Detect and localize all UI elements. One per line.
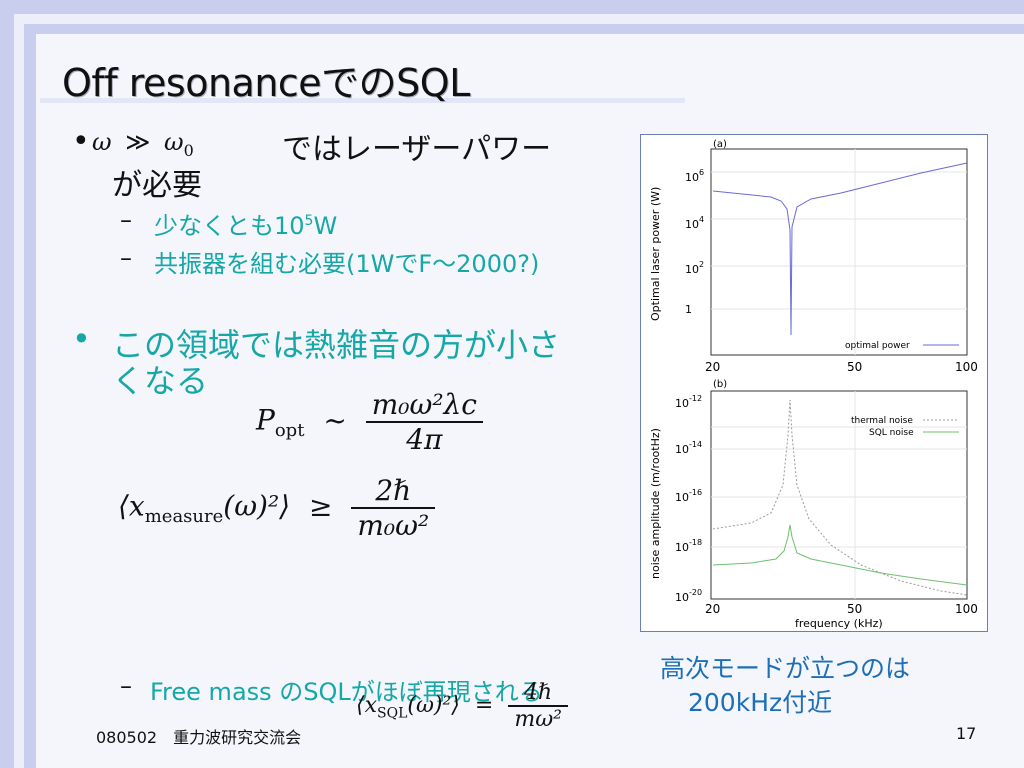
formula1-lhs: P [256,403,275,437]
panel-b-xlabel: frequency (kHz) [795,617,883,630]
panel-b-axes [710,390,968,600]
panel-a-ytick-0: 106 [685,168,704,184]
panel-a-axes [710,148,968,356]
optimal-power-line [712,162,968,336]
math-omega0-sub: 0 [183,140,194,160]
formula3-fraction: 4ℏ mω² [508,680,568,732]
formula2-fraction: 2ℏ m₀ω² [351,474,436,542]
panel-a-xtick-0: 20 [705,360,720,374]
formula1-fraction: m₀ω²λc 4π [365,388,483,456]
sub-bullet-1-sup: 5 [304,213,314,229]
formula1-denominator: 4π [406,423,443,456]
panel-b-ytick-2: 10-16 [675,488,702,504]
formula1-lhs-sub: opt [274,420,305,442]
thermal-noise-line [712,399,968,596]
bullet-marker: • [72,124,90,159]
panel-a-label: (a) [713,139,727,150]
slide-frame-inner-left [14,14,24,768]
formula3-lhs: ⟨x [356,693,377,718]
sub-bullet-free-mass-text: Free mass のSQLがほぼ再現される [150,678,543,706]
sub-bullet-free-mass: – Free mass のSQLがほぼ再現される [120,672,543,707]
bullet-marker: • [72,320,91,358]
panel-a-xtick-1: 50 [847,360,862,374]
sub-dash: – [120,244,132,272]
slide-title: Off resonanceでのSQL [62,61,470,105]
bullet2-text-line1: この領域では熱雑音の方が小さ [112,326,561,364]
title-underline [40,98,685,103]
panel-b-label: (b) [713,379,727,390]
note-text: 高次モードが立つのは 200kHz付近 [660,652,910,720]
formula-p-opt: Popt ~ m₀ω²λc 4π [256,388,483,456]
panel-b-xtick-1: 50 [847,602,862,616]
footer-left: 080502 重力波研究交流会 [96,728,302,747]
math-omega0: ω [163,128,184,156]
panel-b-xtick-2: 100 [955,602,978,616]
formula3-numerator: 4ℏ [508,680,568,707]
panel-a-ytick-1: 104 [685,215,704,231]
bullet1-math: ω ≫ ω0 [92,128,194,160]
sub-dash: – [120,206,132,234]
sub-bullet-1: – 少なくとも105W [120,206,338,241]
panel-b-ylabel: noise amplitude (m/rootHz) [649,428,662,579]
bullet1-text-line1: ではレーザーパワー [282,132,552,167]
formula3-lhs-sub: SQL [377,705,408,722]
figure-svg: (a) 106 104 102 1 20 50 100 Optimal lase… [649,139,978,630]
formula2-numerator: 2ℏ [351,474,436,509]
formula3-lhs-tail: (ω)²⟩ [407,693,460,718]
sql-noise-line [712,524,968,586]
sub-bullet-1-text: 少なくとも10 [154,212,305,240]
formula2-lhs-tail: (ω)²⟩ [223,489,291,523]
panel-b-ytick-1: 10-14 [675,440,702,456]
formula-x-sql: ⟨xSQL(ω)²⟩ = 4ℏ mω² [356,680,568,732]
sub-bullet-2: – 共振器を組む必要(1WでF～2000?) [120,244,540,279]
sub-bullet-1-tail: W [313,212,338,240]
panel-b-ytick-3: 10-18 [675,538,702,554]
panel-a-legend: optimal power [845,341,910,351]
note-line2: 200kHz付近 [688,688,833,717]
formula3-op: = [474,693,494,718]
note-line1: 高次モードが立つのは [660,654,911,683]
math-omega: ω [92,128,112,156]
formula1-op: ~ [323,403,347,437]
page-number: 17 [956,724,977,743]
formula2-denominator: m₀ω² [357,509,430,542]
panel-b-legend-thermal: thermal noise [851,416,913,426]
panel-a-ytick-3: 1 [685,303,692,316]
slide-frame-inner-top [14,14,1024,24]
formula1-numerator: m₀ω²λc [365,388,483,423]
panel-b-legend-sql: SQL noise [869,428,914,438]
sub-bullet-2-text: 共振器を組む必要(1WでF～2000?) [154,250,540,278]
panel-a-xtick-2: 100 [955,360,978,374]
panel-b-ytick-0: 10-12 [675,394,702,410]
panel-a-ylabel: Optimal laser power (W) [649,187,662,321]
figure-panel: (a) 106 104 102 1 20 50 100 Optimal lase… [640,134,988,632]
formula2-lhs-sub: measure [144,506,224,528]
bullet2-text-line2: くなる [112,362,209,400]
bullet1-text-line2: が必要 [112,168,202,203]
formula3-denominator: mω² [514,707,562,732]
panel-b-ytick-4: 10-20 [675,588,702,604]
panel-b-xtick-0: 20 [705,602,720,616]
math-much-greater: ≫ [125,128,151,156]
panel-a-ytick-2: 102 [685,260,704,276]
formula2-lhs: ⟨x [118,489,145,523]
sub-dash: – [120,672,132,700]
formula2-op: ≥ [309,489,333,523]
title-box [40,46,690,104]
formula-x-measure: ⟨xmeasure(ω)²⟩ ≥ 2ℏ m₀ω² [118,474,436,542]
